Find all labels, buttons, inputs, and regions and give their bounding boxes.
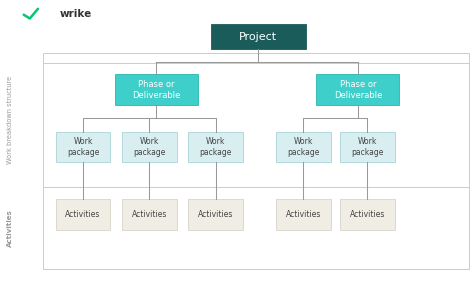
Text: Work
package: Work package (287, 137, 319, 157)
FancyBboxPatch shape (276, 199, 331, 230)
Text: Work
package: Work package (200, 137, 232, 157)
Text: Project: Project (239, 32, 277, 42)
FancyBboxPatch shape (122, 132, 176, 162)
FancyBboxPatch shape (211, 24, 306, 49)
Text: Activities: Activities (65, 210, 100, 219)
Text: Work
package: Work package (67, 137, 99, 157)
Text: Activities: Activities (350, 210, 385, 219)
FancyBboxPatch shape (122, 199, 176, 230)
Text: Activities: Activities (198, 210, 233, 219)
Text: Work
package: Work package (351, 137, 383, 157)
FancyBboxPatch shape (56, 199, 110, 230)
FancyBboxPatch shape (115, 74, 198, 105)
FancyBboxPatch shape (340, 132, 394, 162)
Text: Phase or
Deliverable: Phase or Deliverable (132, 80, 181, 100)
Text: Activities: Activities (286, 210, 321, 219)
FancyBboxPatch shape (316, 74, 399, 105)
FancyBboxPatch shape (189, 199, 243, 230)
Text: Work
package: Work package (133, 137, 165, 157)
FancyBboxPatch shape (56, 132, 110, 162)
Text: wrike: wrike (59, 9, 91, 19)
Text: Activities: Activities (8, 209, 13, 247)
FancyBboxPatch shape (276, 132, 331, 162)
FancyBboxPatch shape (189, 132, 243, 162)
Text: Activities: Activities (132, 210, 167, 219)
FancyBboxPatch shape (340, 199, 394, 230)
Text: Phase or
Deliverable: Phase or Deliverable (334, 80, 382, 100)
Text: Work breakdown structure: Work breakdown structure (8, 76, 13, 164)
